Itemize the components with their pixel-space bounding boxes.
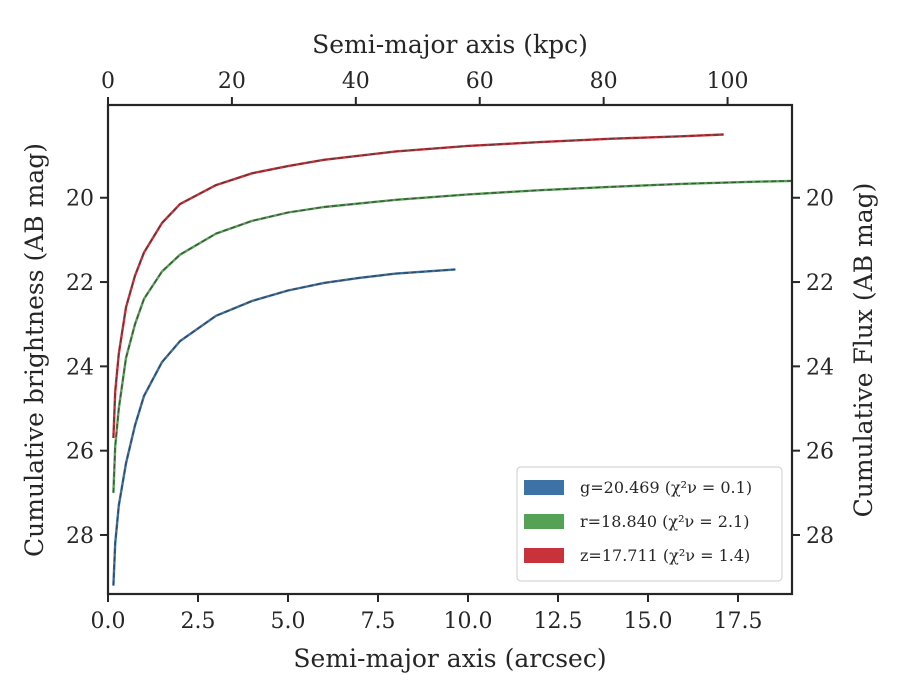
series-fit-line-1: [112, 180, 793, 493]
legend: g=20.469 (χ²ν = 0.1) r=18.840 (χ²ν = 2.1)…: [516, 466, 783, 582]
series-fit-line-2: [112, 133, 724, 439]
legend-swatch: [524, 480, 564, 495]
y-tick-label: 20: [66, 187, 94, 212]
y2-axis-label: Cumulative Flux (AB mag): [849, 183, 878, 518]
x-tick-label: 2.5: [181, 609, 216, 634]
x2-tick-label: 60: [466, 69, 494, 94]
x2-tick-label: 20: [218, 69, 246, 94]
x-tick-label: 10.0: [444, 609, 493, 634]
legend-label: z=17.711 (χ²ν = 1.4): [580, 546, 750, 565]
y2-tick-label: 26: [806, 440, 834, 465]
y-tick-label: 24: [66, 355, 94, 380]
series-line-1: [112, 179, 793, 493]
y2-tick-label: 22: [806, 271, 834, 296]
x-tick-label: 7.5: [361, 609, 396, 634]
x2-tick-label: 80: [590, 69, 618, 94]
y-tick-label: 26: [66, 440, 94, 465]
ticks-layer: 0.0 2.5 5.0 7.5 10.0 12.5 15.0 17.5 0 20 40 60 80 100…: [66, 69, 834, 634]
x2-axis-label: Semi-major axis (kpc): [312, 30, 588, 59]
x-tick-label: 12.5: [534, 609, 583, 634]
series-line-0: [112, 268, 456, 586]
y2-tick-label: 24: [806, 355, 834, 380]
x-tick-label: 5.0: [271, 609, 306, 634]
curves-layer: [112, 133, 793, 586]
legend-box: [516, 466, 783, 582]
x2-tick-label: 40: [342, 69, 370, 94]
plot-frame: [106, 103, 794, 596]
y2-tick-label: 28: [806, 524, 834, 549]
legend-label: r=18.840 (χ²ν = 2.1): [580, 512, 749, 531]
series-fit-line-0: [112, 268, 456, 586]
y-axis-label: Cumulative brightness (AB mag): [20, 143, 49, 557]
y-tick-label: 28: [66, 524, 94, 549]
x2-tick-label: 0: [101, 69, 115, 94]
legend-swatch: [524, 548, 564, 563]
x-axis-label: Semi-major axis (arcsec): [293, 644, 606, 673]
y2-tick-label: 20: [806, 187, 834, 212]
x2-tick-label: 100: [707, 69, 749, 94]
y-tick-label: 22: [66, 271, 94, 296]
x-tick-label: 17.5: [714, 609, 763, 634]
x-tick-label: 0.0: [91, 609, 126, 634]
legend-swatch: [524, 514, 564, 529]
series-line-2: [112, 133, 724, 439]
legend-label: g=20.469 (χ²ν = 0.1): [580, 478, 752, 497]
x-tick-label: 15.0: [624, 609, 673, 634]
